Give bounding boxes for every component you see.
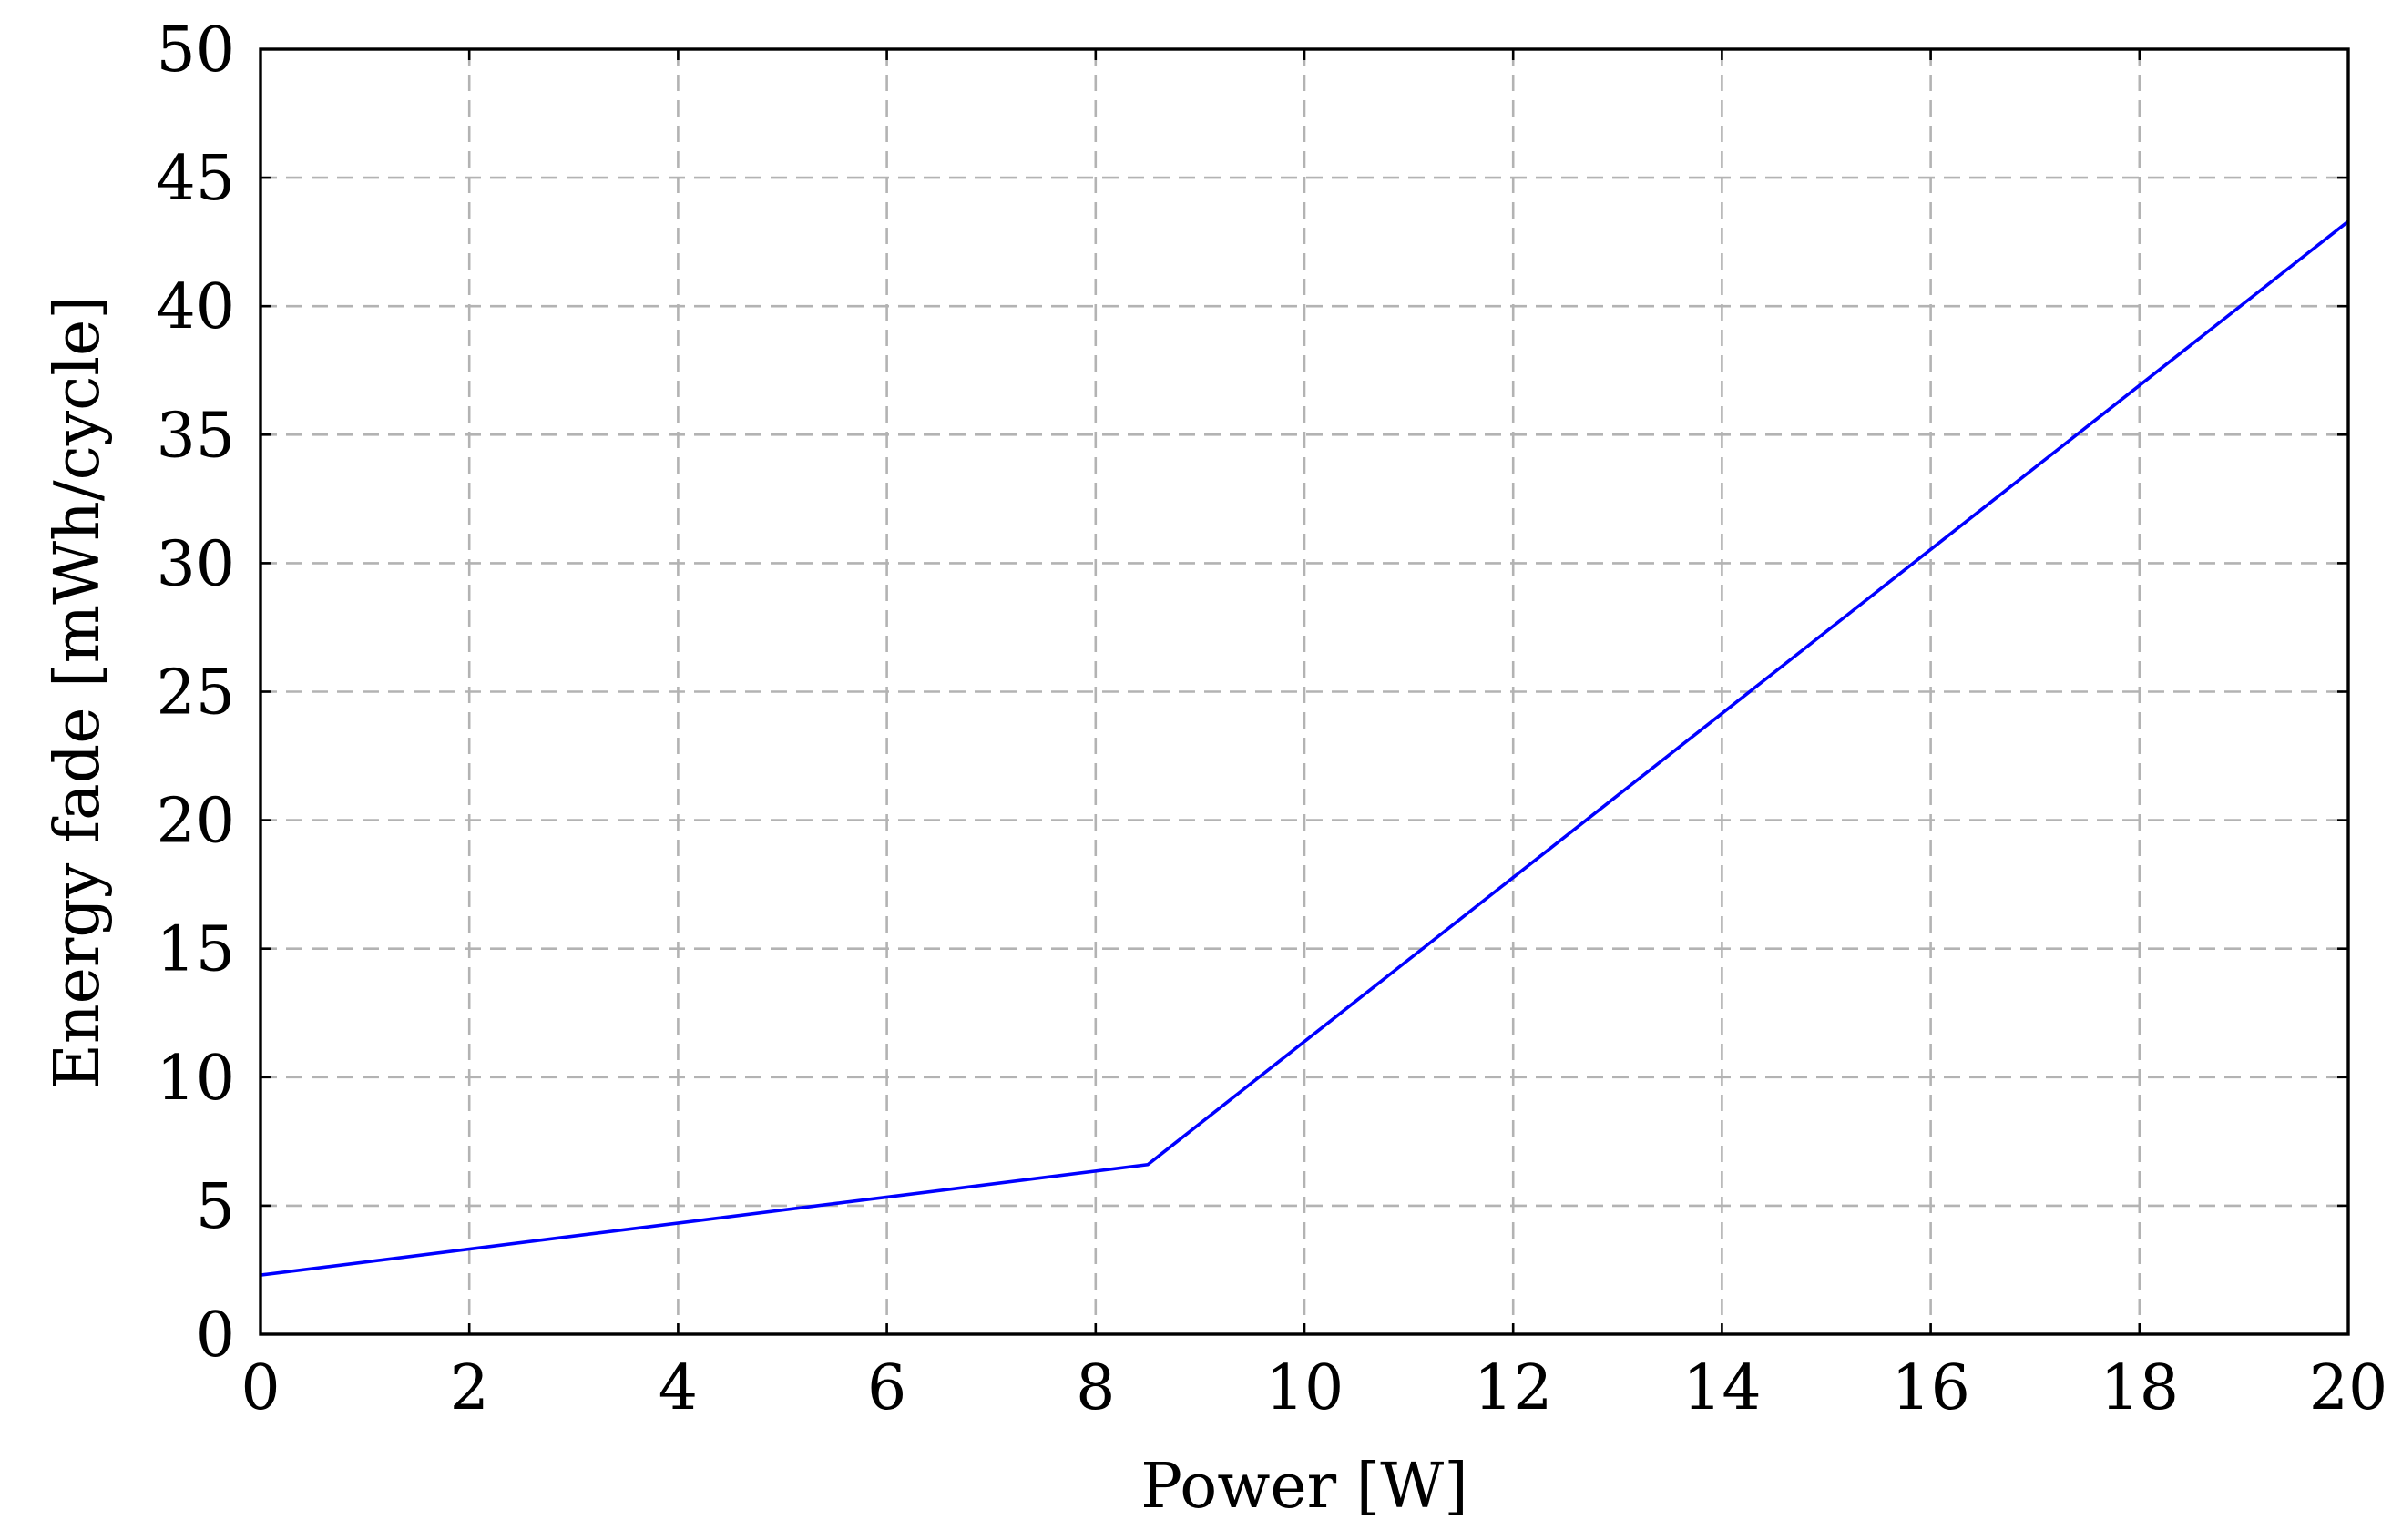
y-axis-label: Energy fade [mWh/cycle] [42, 295, 114, 1089]
y-tick-label: 10 [156, 1043, 235, 1115]
x-tick-label: 14 [1682, 1352, 1762, 1424]
y-tick-label: 15 [156, 914, 235, 986]
y-tick-label: 30 [156, 528, 235, 600]
y-tick-label: 0 [196, 1300, 235, 1372]
tick-marks [259, 47, 2350, 1336]
y-tick-label: 25 [156, 658, 235, 729]
y-tick-label: 35 [156, 400, 235, 472]
x-tick-label: 6 [867, 1352, 906, 1424]
series-layer [260, 219, 2350, 1277]
x-tick-label: 18 [2100, 1352, 2180, 1424]
y-tick-label: 40 [156, 271, 235, 343]
y-tick-label: 5 [196, 1171, 235, 1243]
x-tick-label: 10 [1265, 1352, 1344, 1424]
x-tick-label: 16 [1891, 1352, 1970, 1424]
x-tick-label: 0 [240, 1352, 280, 1424]
x-tick-label: 20 [2309, 1352, 2388, 1424]
x-tick-label: 12 [1474, 1352, 1553, 1424]
y-tick-labels: 0 5 10 15 20 25 30 35 40 45 50 [156, 15, 235, 1372]
grid-lines [261, 49, 2348, 1334]
x-tick-labels: 0 2 4 6 8 10 12 14 16 18 20 [240, 1352, 2387, 1424]
y-tick-label: 45 [156, 143, 235, 215]
x-tick-label: 4 [659, 1352, 698, 1424]
y-tick-label: 50 [156, 15, 235, 87]
series-line [260, 219, 2350, 1277]
y-tick-label: 20 [156, 786, 235, 858]
x-tick-label: 8 [1076, 1352, 1115, 1424]
x-tick-label: 2 [450, 1352, 489, 1424]
x-axis-label: Power [W] [1140, 1451, 1467, 1523]
